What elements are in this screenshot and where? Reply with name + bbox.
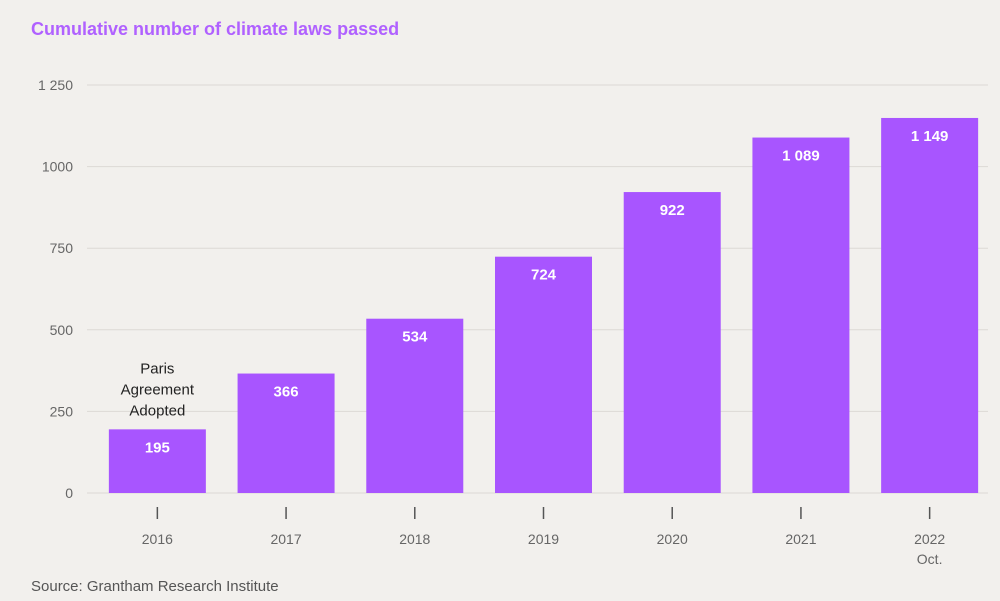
bars: 195 366 534 724 922 1 089 1 149 [108, 117, 979, 493]
bar-value-label: 534 [402, 329, 428, 346]
bar [752, 137, 850, 493]
x-tick-label: 2019 [528, 531, 559, 547]
bar-value-label: 724 [531, 267, 557, 284]
x-tick-label: 2018 [399, 531, 430, 547]
chart-title: Cumulative number of climate laws passed [31, 19, 400, 39]
bar [366, 318, 464, 493]
x-axis: 2016 2017 2018 2019 2020 2021 2022 Oct. [142, 507, 945, 567]
x-tick-label: 2022 [914, 531, 945, 547]
bar-value-label: 1 089 [782, 148, 820, 165]
chart-source: Source: Grantham Research Institute [31, 578, 279, 595]
y-tick-label: 750 [50, 240, 74, 256]
x-tick-label: 2020 [657, 531, 688, 547]
bar [495, 256, 592, 493]
bar-value-label: 195 [145, 439, 170, 456]
y-tick-label: 1 250 [38, 77, 73, 93]
y-tick-label: 250 [50, 403, 74, 419]
y-tick-label: 0 [65, 485, 73, 501]
x-tick-label: 2021 [785, 531, 816, 547]
bar-value-label: 922 [660, 202, 685, 219]
annotation: Paris Agreement Adopted [121, 360, 195, 419]
bar [623, 192, 721, 493]
bar-value-label: 366 [274, 384, 299, 401]
x-tick-sublabel: Oct. [917, 551, 943, 567]
bar [237, 373, 335, 493]
x-tick-label: 2016 [142, 531, 173, 547]
bar-value-label: 1 149 [911, 128, 949, 145]
x-tick-label: 2017 [270, 531, 301, 547]
bar [108, 429, 206, 493]
annotation-line: Agreement [121, 381, 195, 398]
bar [881, 117, 979, 493]
y-tick-label: 500 [50, 322, 74, 338]
annotation-line: Adopted [129, 402, 185, 419]
annotation-line: Paris [140, 360, 174, 377]
y-tick-label: 1000 [42, 159, 73, 175]
y-axis: 0 250 500 750 1000 1 250 [38, 77, 73, 501]
